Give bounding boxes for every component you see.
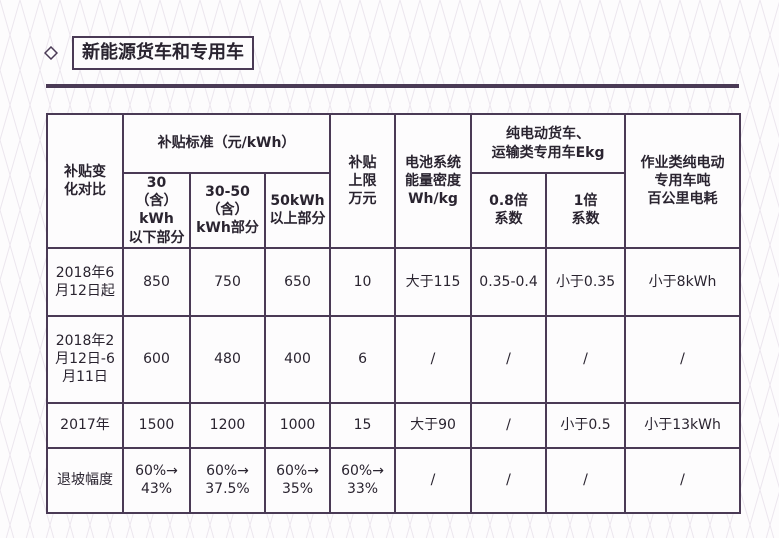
table-cell: 60%→ 33% — [329, 446, 397, 514]
table-cell: 750 — [189, 246, 266, 317]
corner-header: 补贴变 化对比 — [46, 113, 124, 249]
row-label: 2018年2 月12日-6 月11日 — [46, 314, 124, 404]
table-cell: 小于13kWh — [624, 401, 742, 449]
subsidy-cap-header: 补贴 上限 万元 — [329, 113, 397, 249]
table-cell: 60%→ 35% — [263, 446, 332, 514]
table-cell: / — [394, 314, 473, 404]
table-row: 2018年6 月12日起 850 750 650 10 大于115 0.35-0.4 小于0.3… — [46, 246, 742, 317]
table-cell: 650 — [263, 246, 332, 317]
header-row-2: 30（含） kWh 以下部分 30-50 （含） kWh部分 50kWh 以上部分 0.8… — [47, 172, 740, 249]
row-label: 2017年 — [46, 401, 124, 449]
table-cell: 1000 — [263, 401, 332, 449]
table-cell: 1200 — [189, 401, 266, 449]
subsidy-sub-header: 50kWh 以上部分 — [263, 172, 332, 249]
table-cell: 6 — [329, 314, 397, 404]
page-title: 新能源货车和专用车 — [72, 36, 254, 70]
table-cell: 600 — [122, 314, 191, 404]
power-consumption-header: 作业类纯电动 专用车吨 百公里电耗 — [624, 113, 742, 249]
table-cell: / — [470, 401, 548, 449]
ekg-sub-header: 1倍 系数 — [545, 172, 627, 249]
section-header: 新能源货车和专用车 — [44, 36, 254, 70]
table-cell: 大于90 — [394, 401, 473, 449]
table-cell: / — [545, 314, 627, 404]
subsidy-standard-header: 补贴标准（元/kWh） — [121, 113, 332, 174]
table-cell: 0.35-0.4 — [470, 246, 548, 317]
table-row: 退坡幅度 60%→ 43% 60%→ 37.5% 60%→ 35% 60%→ 33% / / / / — [46, 446, 742, 514]
subsidy-comparison-table: 补贴变 化对比 补贴标准（元/kWh） 补贴 上限 万元 电池系统 能量密度 Wh/kg … — [46, 113, 742, 514]
table-cell: 480 — [189, 314, 266, 404]
diamond-icon — [44, 46, 58, 60]
table-cell: 小于0.35 — [545, 246, 627, 317]
table-cell: / — [624, 446, 742, 514]
header-divider — [46, 84, 739, 88]
table-cell: 大于115 — [394, 246, 473, 317]
subsidy-sub-header: 30-50 （含） kWh部分 — [189, 172, 266, 249]
row-label: 2018年6 月12日起 — [46, 246, 124, 317]
table-cell: 小于0.5 — [545, 401, 627, 449]
table-cell: / — [470, 446, 548, 514]
table-row: 2017年 1500 1200 1000 15 大于90/小于0.5 小于13kWh — [46, 401, 742, 449]
table-cell: 小于8kWh — [624, 246, 742, 317]
table-cell: / — [394, 446, 473, 514]
ekg-sub-header: 0.8倍 系数 — [470, 172, 548, 249]
header-row-1: 补贴变 化对比 补贴标准（元/kWh） 补贴 上限 万元 电池系统 能量密度 Wh/kg … — [46, 113, 742, 249]
table-cell: 1500 — [122, 401, 191, 449]
ekg-header: 纯电动货车、 运输类专用车Ekg — [470, 113, 627, 174]
row-label: 退坡幅度 — [46, 446, 124, 514]
energy-density-header: 电池系统 能量密度 Wh/kg — [394, 113, 473, 249]
table-cell: / — [470, 314, 548, 404]
table-cell: / — [545, 446, 627, 514]
table-cell: 15 — [329, 401, 397, 449]
table-row: 2018年2 月12日-6 月11日 600 480 400 6// / / — [46, 314, 742, 404]
table-cell: / — [624, 314, 742, 404]
table-cell: 60%→ 43% — [122, 446, 191, 514]
table-cell: 400 — [263, 314, 332, 404]
subsidy-sub-header: 30（含） kWh 以下部分 — [122, 172, 191, 249]
table-cell: 10 — [329, 246, 397, 317]
table-cell: 60%→ 37.5% — [189, 446, 266, 514]
table-cell: 850 — [122, 246, 191, 317]
